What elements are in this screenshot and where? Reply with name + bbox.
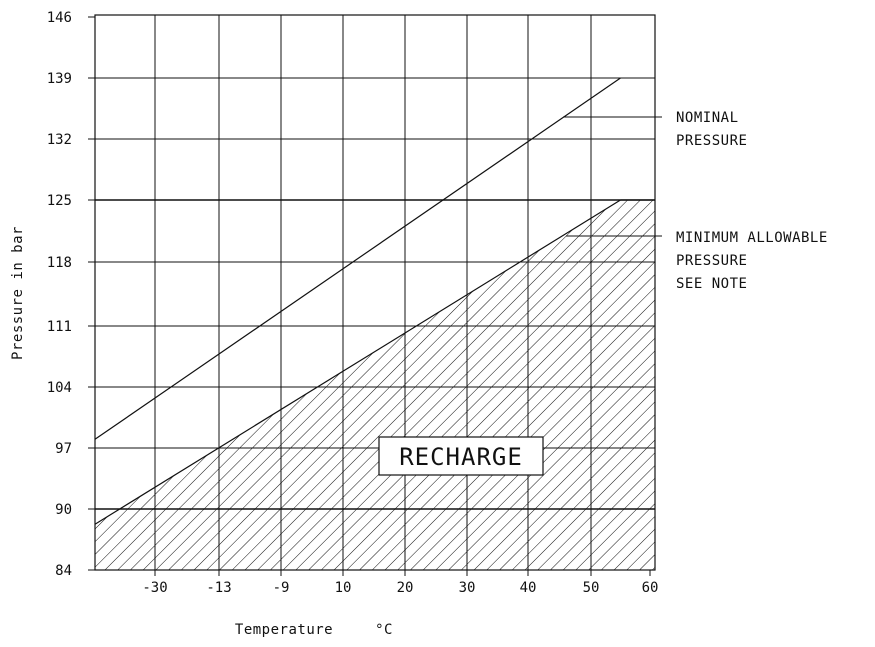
- x-tick-label: -9: [273, 580, 290, 596]
- y-tick-label: 97: [55, 441, 72, 457]
- grid: [95, 15, 655, 570]
- x-tick-label: 20: [397, 580, 414, 596]
- recharge-label: RECHARGE: [399, 443, 523, 471]
- minimum-annotation: PRESSURE: [676, 253, 747, 269]
- nominal-annotation: NOMINAL: [676, 110, 739, 126]
- x-axis-unit: °C: [375, 622, 393, 638]
- x-tick-label: 40: [520, 580, 537, 596]
- x-tick-label: 30: [459, 580, 476, 596]
- recharge-hatch: [95, 200, 655, 570]
- minimum-annotation: SEE NOTE: [676, 276, 747, 292]
- x-axis-ticks: -30 -13 -9 10 20 30 40 50 60: [142, 570, 658, 596]
- y-tick-label: 84: [55, 563, 72, 579]
- y-tick-label: 90: [55, 502, 72, 518]
- x-axis-title: Temperature: [235, 622, 333, 638]
- y-tick-label: 104: [47, 380, 72, 396]
- y-tick-label: 146: [47, 10, 72, 26]
- x-tick-label: -13: [206, 580, 231, 596]
- y-tick-label: 111: [47, 319, 72, 335]
- minimum-pressure-line: [94, 199, 621, 525]
- minimum-annotation: MINIMUM ALLOWABLE: [676, 230, 828, 246]
- y-axis-ticks: 84 90 97 104 111 118 125 132 139 146: [47, 10, 95, 579]
- annotations: NOMINAL PRESSURE MINIMUM ALLOWABLE PRESSURE…: [563, 110, 828, 292]
- x-tick-label: 10: [335, 580, 352, 596]
- nominal-annotation: PRESSURE: [676, 133, 747, 149]
- y-axis-title: Pressure in bar: [10, 226, 26, 360]
- recharge-region: [95, 200, 655, 570]
- x-tick-label: -30: [142, 580, 167, 596]
- series-lines: [94, 77, 655, 525]
- y-tick-label: 139: [47, 71, 72, 87]
- nominal-pressure-line: [94, 77, 621, 440]
- y-tick-label: 118: [47, 255, 72, 271]
- y-tick-label: 132: [47, 132, 72, 148]
- x-tick-label: 60: [642, 580, 659, 596]
- recharge-label-box: [378, 436, 544, 476]
- y-tick-label: 125: [47, 193, 72, 209]
- x-tick-label: 50: [583, 580, 600, 596]
- plot-frame: [94, 14, 656, 571]
